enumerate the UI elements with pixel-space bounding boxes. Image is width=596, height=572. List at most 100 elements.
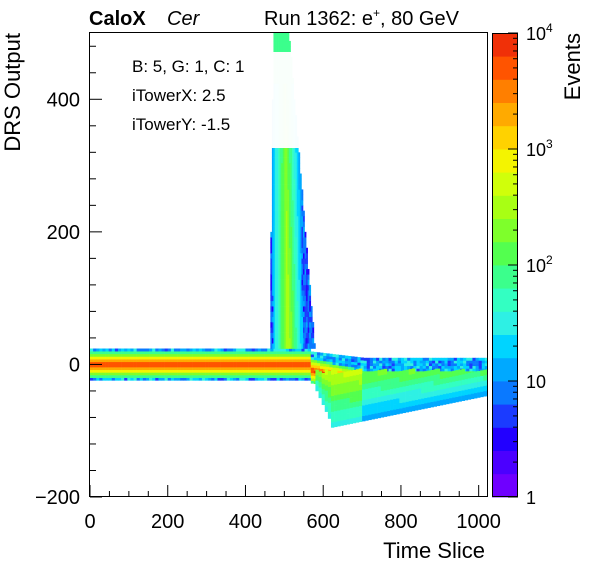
- heatmap-cell: [358, 389, 363, 396]
- heatmap-cell: [242, 372, 246, 376]
- heatmap-cell: [304, 268, 307, 275]
- heatmap-cell: [289, 178, 291, 185]
- heatmap-cell: [149, 361, 153, 365]
- heatmap-cell: [276, 46, 279, 52]
- heatmap-cell: [173, 377, 178, 381]
- heatmap-cell: [455, 370, 459, 376]
- heatmap-cell: [270, 268, 273, 275]
- heatmap-cell: [102, 367, 106, 371]
- heatmap-cell: [173, 356, 178, 360]
- heatmap-cell: [450, 368, 455, 372]
- heatmap-cell: [201, 369, 206, 373]
- heatmap-cell: [293, 205, 296, 211]
- heatmap-cell: [388, 357, 392, 361]
- heatmap-cell: [102, 359, 106, 363]
- heatmap-cell: [293, 337, 296, 344]
- heatmap-cell: [130, 375, 134, 378]
- heatmap-cell: [149, 351, 153, 355]
- color-scale-bin: [492, 218, 518, 243]
- heatmap-cell: [289, 215, 291, 222]
- heatmap-cell: [242, 351, 246, 355]
- heatmap-cell: [330, 411, 335, 418]
- heatmap-cell: [273, 375, 277, 378]
- heatmap-cell: [408, 390, 413, 396]
- heatmap-cell: [295, 242, 298, 249]
- heatmap-cell: [292, 221, 294, 227]
- heatmap-cell: [276, 263, 279, 270]
- heatmap-cell: [111, 351, 116, 355]
- heatmap-cell: [279, 253, 282, 259]
- heatmap-cell: [90, 375, 94, 378]
- heatmap-cell: [404, 357, 408, 361]
- heatmap-cell: [382, 363, 386, 367]
- heatmap-cell: [306, 284, 308, 291]
- heatmap-cell: [461, 384, 465, 391]
- heatmap-cell: [424, 403, 428, 409]
- heatmap-cell: [180, 375, 184, 378]
- heatmap-cell: [341, 357, 346, 361]
- heatmap-cell: [177, 375, 181, 378]
- heatmap-cell: [334, 400, 338, 406]
- heatmap-cell: [418, 377, 422, 384]
- heatmap-cell: [301, 322, 304, 328]
- heatmap-cell: [298, 189, 301, 196]
- heatmap-cell: [180, 353, 184, 357]
- heatmap-cell: [136, 361, 141, 365]
- heatmap-cell: [186, 356, 190, 360]
- heatmap-cell: [320, 368, 324, 372]
- heatmap-cell: [458, 369, 462, 376]
- heatmap-cell: [446, 387, 450, 394]
- heatmap-cell: [405, 390, 410, 397]
- heatmap-cell: [362, 389, 366, 395]
- heatmap-cell: [427, 375, 431, 382]
- heatmap-cell: [354, 359, 358, 363]
- heatmap-cell: [466, 371, 470, 375]
- heatmap-cell: [130, 353, 134, 357]
- heatmap-cell: [164, 359, 169, 363]
- heatmap-cell: [220, 377, 224, 381]
- heatmap-cell: [282, 367, 287, 371]
- heatmap-cell: [302, 343, 305, 349]
- heatmap-cell: [284, 316, 287, 323]
- heatmap-cell: [330, 416, 335, 423]
- heatmap-cell: [343, 414, 347, 420]
- heatmap-cell: [474, 371, 478, 378]
- heatmap-cell: [275, 33, 277, 36]
- heatmap-cell: [279, 189, 282, 196]
- heatmap-cell: [226, 351, 231, 355]
- heatmap-cell: [245, 348, 249, 352]
- heatmap-cell: [290, 210, 293, 217]
- heatmap-cell: [421, 398, 425, 404]
- heatmap-cell: [430, 369, 434, 376]
- heatmap-cell: [177, 359, 181, 363]
- heatmap-cell: [292, 361, 296, 365]
- heatmap-cell: [279, 247, 282, 254]
- heatmap-cell: [306, 306, 308, 312]
- heatmap-cell: [344, 358, 349, 362]
- heatmap-cell: [299, 221, 302, 227]
- heatmap-cell: [267, 361, 271, 365]
- heatmap-cell: [324, 369, 329, 375]
- heatmap-cell: [301, 253, 304, 259]
- heatmap-cell: [439, 399, 444, 406]
- heatmap-cell: [340, 414, 344, 421]
- heatmap-cell: [346, 387, 350, 393]
- heatmap-cell: [201, 359, 206, 363]
- heatmap-cell: [337, 389, 341, 395]
- heatmap-cell: [281, 162, 284, 169]
- heatmap-cell: [307, 372, 312, 376]
- heatmap-cell: [302, 258, 305, 264]
- heatmap-cell: [301, 205, 304, 211]
- heatmap-cell: [430, 385, 434, 392]
- heatmap-cell: [360, 365, 364, 369]
- heatmap-cell: [136, 369, 141, 373]
- heatmap-cell: [386, 394, 391, 401]
- heatmap-cell: [355, 401, 360, 407]
- heatmap-cell: [290, 316, 293, 323]
- heatmap-cell: [285, 231, 288, 238]
- heatmap-cell: [358, 379, 363, 385]
- heatmap-cell: [289, 157, 291, 164]
- heatmap-cell: [293, 147, 296, 153]
- heatmap-cell: [289, 194, 291, 201]
- heatmap-cell: [287, 300, 290, 307]
